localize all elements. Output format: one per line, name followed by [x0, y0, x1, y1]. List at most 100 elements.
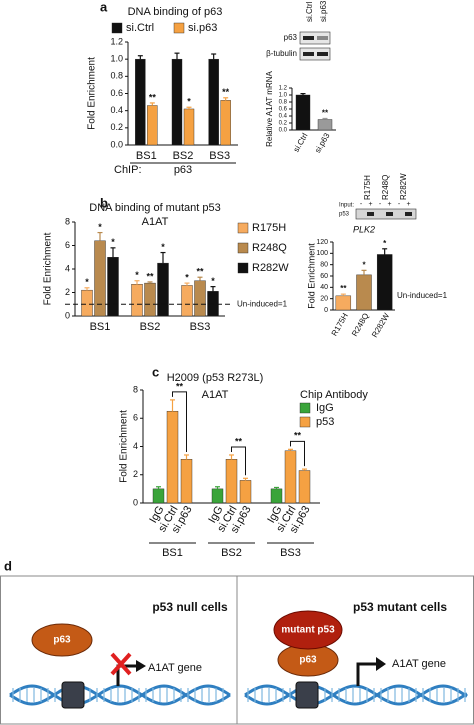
chart-title: DNA binding of mutant p53	[89, 202, 220, 214]
blot-band	[317, 36, 328, 40]
y-axis-label: Fold Enrichment	[43, 232, 54, 305]
x-tick-label: R248Q	[350, 312, 370, 338]
legend-label: p53	[316, 416, 334, 428]
bar	[225, 459, 238, 504]
bar	[335, 295, 352, 311]
bar	[131, 284, 143, 317]
significance-label: **	[340, 284, 347, 293]
blot-band	[367, 212, 374, 216]
significance-label: **	[222, 87, 230, 97]
y-tick-label: 2	[133, 469, 138, 479]
bar	[147, 105, 158, 146]
legend-label: si.Ctrl	[126, 22, 154, 34]
y-tick-label: 0.0	[110, 139, 123, 149]
y-tick-label: 80	[320, 262, 328, 269]
significance-label: **	[146, 271, 154, 281]
chart-subtitle: A1AT	[202, 389, 229, 401]
lane-label: R175H	[363, 175, 372, 200]
bar	[270, 488, 283, 504]
blot-band	[386, 212, 393, 216]
x-tick-label: BS2	[173, 150, 194, 162]
significance-label: *	[362, 260, 366, 269]
y-tick-label: 0.6	[110, 88, 123, 98]
significance-bracket	[172, 391, 187, 452]
panel-letter: c	[152, 364, 159, 379]
y-tick-label: 0.2	[279, 121, 288, 127]
y-tick-label: 0.8	[110, 71, 123, 81]
legend-swatch	[237, 262, 249, 274]
y-tick-label: 0.4	[110, 105, 123, 115]
y-tick-label: 0.2	[110, 122, 123, 132]
gene-label: A1AT gene	[148, 662, 202, 674]
y-tick-label: 0	[65, 310, 70, 320]
x-axis-label: p63	[174, 164, 192, 176]
x-tick-label: si.Ctrl	[292, 131, 310, 153]
protein	[31, 623, 93, 657]
blot-sign: -	[379, 201, 382, 208]
bar	[171, 58, 183, 146]
y-tick-label: 0	[324, 307, 328, 314]
y-tick-label: 4	[65, 263, 70, 273]
x-axis-label-prefix: ChIP:	[114, 164, 142, 176]
legend-label: IgG	[316, 402, 334, 414]
blot-row-label: β-tubulin	[266, 49, 297, 58]
chart-title: H2009 (p53 R273L)	[167, 372, 264, 384]
y-tick-label: 1.2	[279, 86, 288, 92]
panel-letter: b	[100, 195, 108, 210]
significance-label: **	[196, 267, 204, 277]
bar	[194, 280, 206, 317]
significance-label: *	[211, 276, 215, 286]
y-tick-label: 6	[133, 413, 138, 423]
blot-row-label: p53	[339, 212, 350, 218]
blot-band	[317, 52, 328, 56]
lane-label: si.p63	[319, 0, 328, 22]
bar	[239, 480, 252, 504]
group-label: BS3	[280, 547, 301, 559]
nucleosome	[61, 681, 85, 709]
x-tick-label: R175H	[330, 311, 350, 337]
bar	[166, 410, 179, 504]
x-tick-label: BS1	[136, 150, 157, 162]
dna-strand	[9, 684, 231, 706]
gene-label: A1AT gene	[392, 658, 446, 670]
x-tick-label: si.p63	[313, 131, 332, 154]
significance-bracket	[231, 446, 246, 476]
y-tick-label: 40	[320, 284, 328, 291]
y-tick-label: 8	[65, 216, 70, 226]
bar	[144, 282, 156, 317]
legend-label: si.p63	[188, 22, 217, 34]
bar	[376, 254, 393, 311]
bar	[295, 94, 311, 131]
bar	[284, 450, 297, 504]
significance-label: *	[135, 270, 139, 280]
lane-label: R282W	[399, 173, 408, 200]
blot-sign: +	[368, 201, 372, 208]
significance-label: **	[176, 381, 184, 391]
panel-letter: d	[4, 558, 12, 573]
bar	[207, 291, 219, 317]
bar	[183, 108, 195, 146]
block-mark	[110, 652, 132, 676]
significance-label: *	[85, 277, 89, 287]
y-tick-label: 60	[320, 273, 328, 280]
y-axis-label: Relative A1AT mRNA	[265, 70, 274, 146]
significance-label: **	[294, 431, 302, 441]
significance-label: *	[111, 237, 115, 247]
bar	[157, 262, 169, 317]
x-tick-label: R282W	[370, 311, 391, 339]
blot-sign: -	[360, 201, 363, 208]
nucleosome	[295, 681, 319, 709]
blot-strip	[299, 47, 331, 61]
arrow-head	[376, 657, 386, 671]
y-tick-label: 100	[316, 250, 328, 257]
bar	[135, 58, 146, 146]
x-tick-label: BS1	[90, 321, 111, 333]
y-tick-label: 0.4	[279, 114, 288, 120]
dna-strand	[9, 684, 231, 706]
significance-label: *	[383, 239, 387, 248]
legend-swatch	[299, 416, 311, 428]
legend-swatch	[173, 22, 185, 34]
bar	[81, 289, 93, 317]
blot-band	[405, 212, 412, 216]
